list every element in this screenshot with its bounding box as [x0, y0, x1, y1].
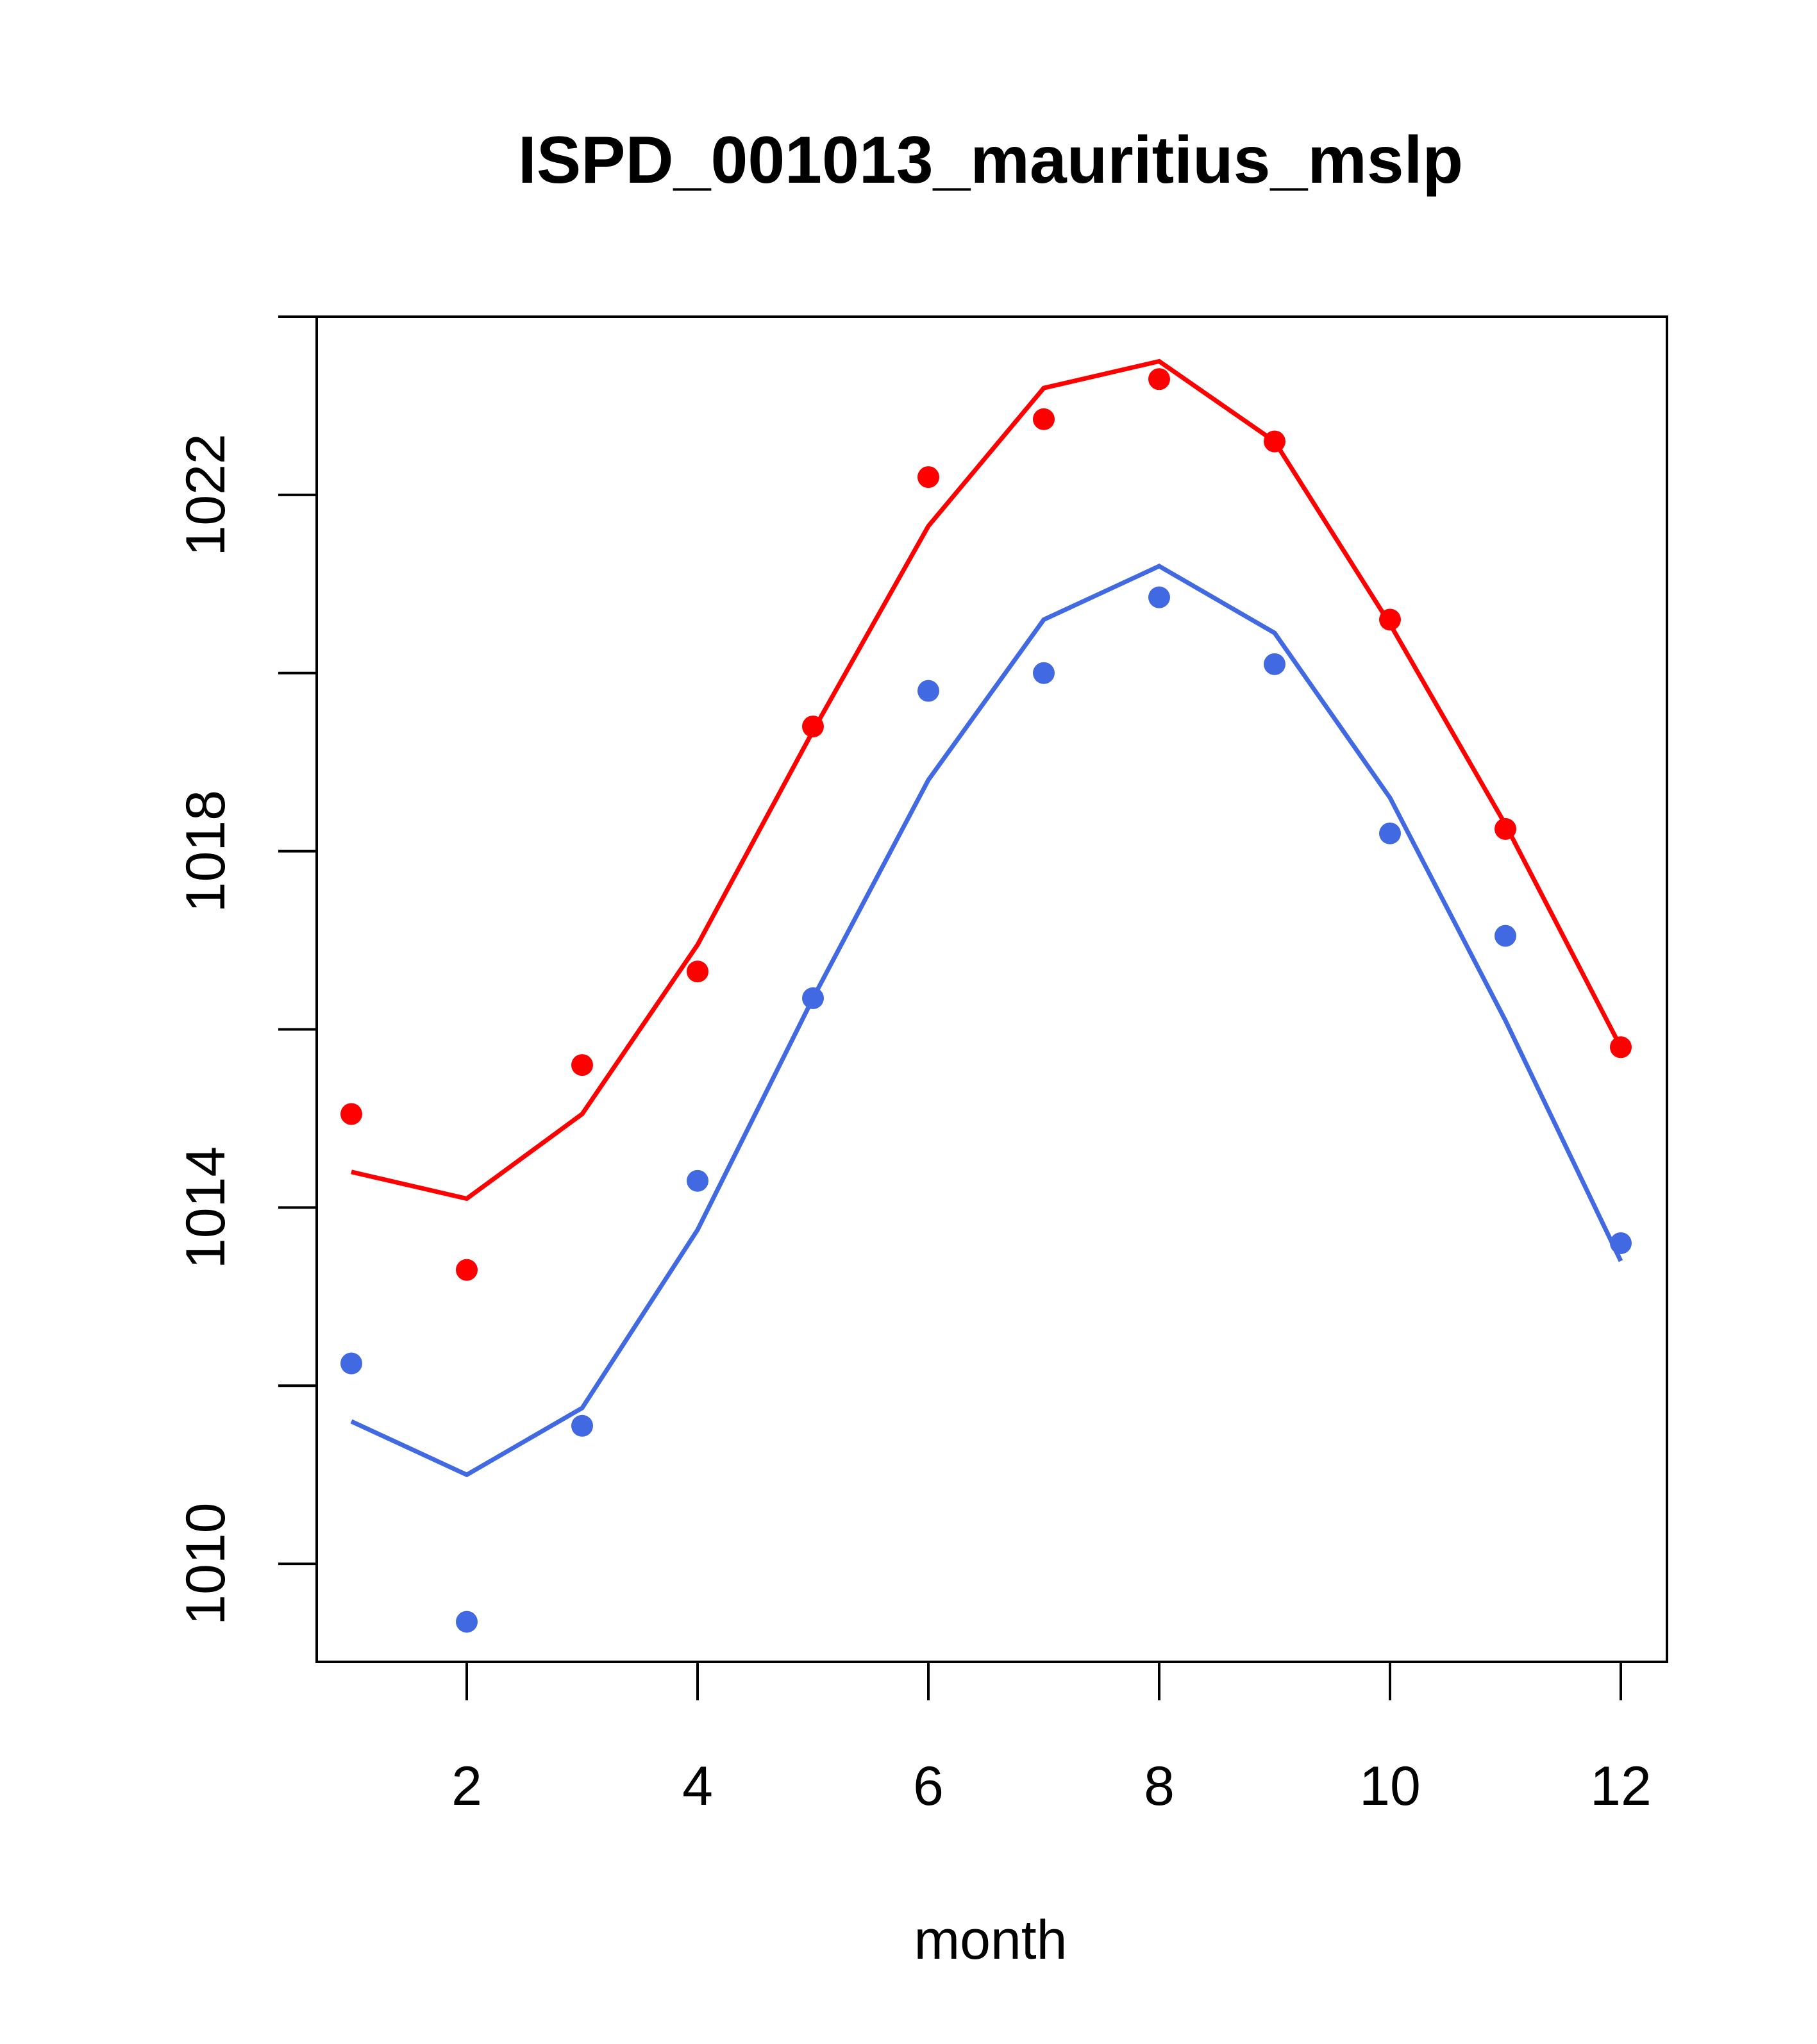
data-point	[802, 716, 824, 738]
y-tick-label: 1014	[175, 1146, 237, 1269]
series-1	[340, 358, 1632, 1281]
data-point	[687, 1169, 708, 1192]
y-tick-label: 1018	[175, 790, 237, 912]
data-point	[340, 1103, 362, 1125]
data-point	[456, 1611, 478, 1633]
chart-title: ISPD_001013_mauritius_mslp	[518, 123, 1463, 197]
y-tick-label: 1010	[175, 1503, 237, 1625]
x-axis-label: month	[914, 1909, 1067, 1971]
y-axis: 1010 1014 1018 1022	[175, 315, 318, 1625]
x-tick-label: 4	[682, 1755, 713, 1817]
x-tick-label: 12	[1590, 1755, 1652, 1817]
data-point	[1264, 653, 1285, 675]
data-point	[1033, 662, 1055, 684]
data-point	[1610, 1232, 1632, 1254]
x-tick-label: 2	[451, 1755, 482, 1817]
data-point	[571, 1414, 593, 1437]
data-point	[340, 1352, 362, 1375]
data-point	[571, 1054, 593, 1076]
data-point	[1495, 817, 1516, 840]
data-point	[1379, 608, 1401, 631]
data-point	[1610, 1036, 1632, 1059]
x-tick-label: 6	[913, 1755, 944, 1817]
data-point	[1264, 430, 1285, 453]
data-point	[1495, 925, 1516, 947]
data-point	[917, 680, 939, 702]
series-2	[340, 564, 1632, 1633]
data-point	[1148, 586, 1170, 608]
data-point	[1379, 822, 1401, 844]
series-layer	[340, 358, 1632, 1633]
series-line	[350, 564, 1623, 1478]
data-point	[802, 987, 824, 1009]
data-point	[1148, 368, 1170, 390]
x-tick-label: 8	[1144, 1755, 1175, 1817]
data-point	[1033, 408, 1055, 430]
x-tick-label: 10	[1359, 1755, 1421, 1817]
data-point	[917, 466, 939, 489]
series-line	[351, 358, 1623, 1202]
x-axis: 2 4 6 8 10 12	[451, 1661, 1652, 1817]
data-point	[687, 960, 708, 983]
plot-frame	[315, 315, 1668, 1663]
y-tick-label: 1022	[175, 433, 237, 556]
data-point	[456, 1259, 478, 1281]
